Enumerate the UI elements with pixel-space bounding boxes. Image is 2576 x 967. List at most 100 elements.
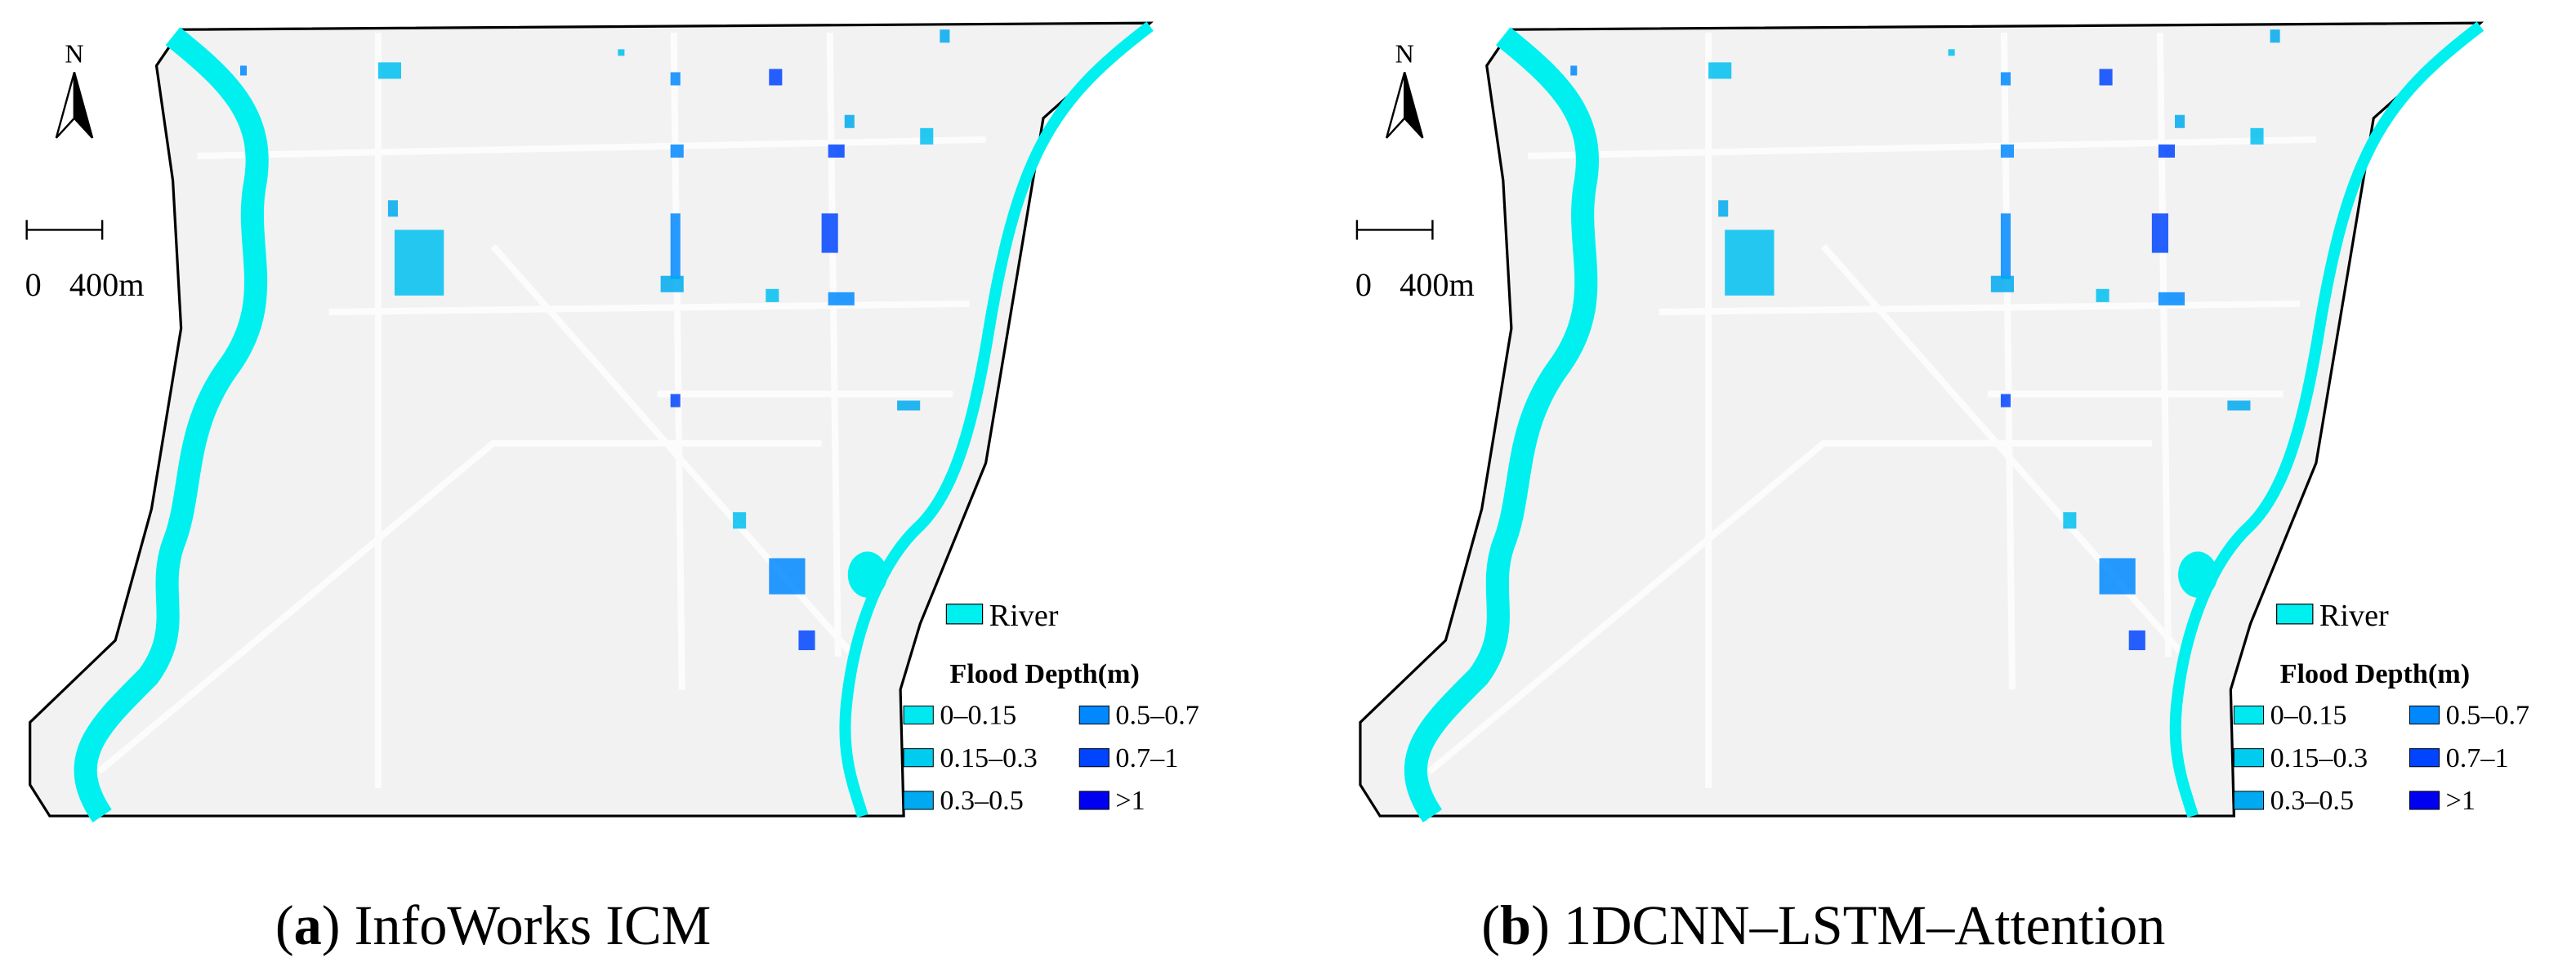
- flood-patch: [670, 72, 681, 86]
- legend-label: 0.3–0.5: [940, 786, 1023, 816]
- legend-title: Flood Depth(m): [2280, 659, 2470, 689]
- legend-swatch: [2409, 705, 2440, 724]
- caption-letter: a: [294, 894, 322, 956]
- flood-patch: [1990, 275, 2015, 292]
- flood-patch: [670, 213, 681, 279]
- flood-patch: [798, 630, 815, 651]
- legend-swatch: [945, 604, 984, 625]
- legend-swatch: [2276, 604, 2314, 625]
- north-arrow: [73, 72, 94, 139]
- scale-label: 400m: [69, 266, 145, 303]
- flood-patch: [2099, 558, 2136, 595]
- flood-patch: [2158, 144, 2176, 158]
- legend-label: 0.5–0.7: [2446, 700, 2529, 730]
- flood-patch: [2158, 292, 2185, 305]
- flood-patch: [394, 229, 444, 296]
- north-arrow: [1385, 72, 1406, 139]
- caption-letter: b: [1500, 894, 1531, 956]
- flood-patch: [940, 29, 950, 43]
- road: [2156, 33, 2172, 657]
- flood-patch: [821, 213, 838, 253]
- legend-label: >1: [1115, 786, 1145, 816]
- north-arrow: [55, 72, 76, 139]
- flood-patch: [670, 144, 684, 158]
- legend-swatch: [2409, 748, 2440, 768]
- legend-label: River: [989, 599, 1059, 633]
- flood-patch: [828, 292, 855, 305]
- legend-swatch: [903, 705, 934, 724]
- flood-patch: [2000, 394, 2011, 408]
- legend-label: >1: [2446, 786, 2476, 816]
- map-panel: N 0 400m River Flood Depth(m) 0–0.15 0.15–0.3 0…: [1355, 21, 2529, 956]
- flood-patch: [844, 114, 855, 128]
- legend-label: 0.15–0.3: [2270, 743, 2368, 773]
- legend-label: 0.7–1: [1115, 743, 1178, 773]
- road: [2000, 33, 2016, 690]
- flood-patch: [769, 558, 806, 595]
- flood-patch: [2227, 400, 2251, 411]
- flood-patch: [2096, 288, 2109, 302]
- road: [1426, 439, 2152, 774]
- river: [839, 21, 1154, 818]
- road: [670, 33, 685, 690]
- legend-label: 0.5–0.7: [1115, 700, 1199, 730]
- scale-bar: [1355, 220, 1434, 240]
- flood-patch: [670, 394, 681, 408]
- scale-label: 400m: [1400, 266, 1475, 303]
- caption: (a) InfoWorks ICM: [275, 894, 711, 956]
- flood-patch: [2000, 213, 2011, 279]
- legend-swatch: [1078, 791, 1109, 810]
- scale-label: 0: [1355, 266, 1372, 303]
- flood-patch: [2099, 69, 2113, 86]
- north-label: N: [65, 38, 83, 68]
- flood-patch: [766, 288, 779, 302]
- road: [826, 33, 842, 657]
- flood-patch: [1725, 229, 1775, 296]
- flood-patch: [1570, 65, 1578, 76]
- caption: (b) 1DCNN–LSTM–Attention: [1481, 894, 2165, 956]
- flood-patch: [920, 127, 934, 145]
- flood-patch: [240, 65, 248, 76]
- legend-label: River: [2319, 599, 2389, 633]
- flood-patch: [2000, 72, 2011, 86]
- river: [2178, 551, 2218, 598]
- scale-bar: [25, 220, 104, 240]
- scale-label: 0: [25, 266, 42, 303]
- legend-label: 0.7–1: [2446, 743, 2509, 773]
- legend-swatch: [1078, 748, 1109, 768]
- flood-patch: [2151, 213, 2168, 253]
- caption-open: (: [1481, 894, 1500, 956]
- flood-patch: [2270, 29, 2280, 43]
- caption-open: (: [275, 894, 294, 956]
- map-panel: N 0 400m River Flood Depth(m) 0–0.15 0.15–0.3 0…: [25, 21, 1199, 956]
- caption-text: ) 1DCNN–LSTM–Attention: [1531, 894, 2165, 956]
- legend-swatch: [1078, 705, 1109, 724]
- flood-patch: [2250, 127, 2264, 145]
- legend-swatch: [903, 791, 934, 810]
- legend-label: 0.15–0.3: [940, 743, 1038, 773]
- flood-patch: [2000, 144, 2015, 158]
- flood-patch: [660, 275, 684, 292]
- north-label: N: [1395, 38, 1414, 68]
- flood-patch: [2175, 114, 2185, 128]
- flood-patch: [897, 400, 921, 411]
- legend-label: 0–0.15: [940, 700, 1016, 730]
- road: [197, 136, 986, 159]
- flood-patch: [1718, 200, 1729, 217]
- road: [328, 300, 970, 315]
- legend-label: 0–0.15: [2270, 700, 2347, 730]
- flood-patch: [387, 200, 398, 217]
- river: [1404, 27, 1600, 823]
- road: [1659, 300, 2300, 315]
- caption-text: ) InfoWorks ICM: [322, 894, 712, 956]
- river: [2169, 21, 2484, 818]
- north-arrow: [1404, 72, 1424, 139]
- legend-swatch: [2233, 705, 2265, 724]
- legend-swatch: [2409, 791, 2440, 810]
- flood-patch: [2128, 630, 2145, 651]
- flood-patch: [769, 69, 783, 86]
- flood-patch: [377, 62, 401, 79]
- road: [96, 439, 822, 774]
